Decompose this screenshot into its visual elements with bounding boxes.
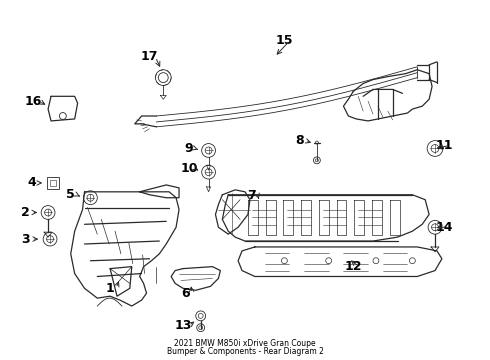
- Bar: [47, 177, 59, 189]
- Text: 13: 13: [174, 319, 192, 332]
- Text: 12: 12: [344, 260, 362, 273]
- Text: 9: 9: [185, 142, 193, 155]
- Text: 2021 BMW M850i xDrive Gran Coupe: 2021 BMW M850i xDrive Gran Coupe: [174, 339, 316, 348]
- Text: 4: 4: [27, 176, 36, 189]
- Text: 14: 14: [435, 221, 453, 234]
- Text: 3: 3: [21, 233, 30, 246]
- Text: 5: 5: [66, 188, 75, 201]
- Text: 1: 1: [106, 282, 115, 295]
- Text: 15: 15: [276, 34, 293, 47]
- Text: 2: 2: [21, 206, 30, 219]
- Text: 16: 16: [24, 95, 42, 108]
- Text: 6: 6: [182, 287, 190, 300]
- Bar: [50, 180, 56, 186]
- Text: 10: 10: [180, 162, 197, 175]
- Text: 7: 7: [247, 189, 256, 202]
- Text: 11: 11: [435, 139, 453, 152]
- Text: Bumper & Components - Rear Diagram 2: Bumper & Components - Rear Diagram 2: [167, 347, 323, 356]
- Text: 8: 8: [295, 134, 303, 147]
- Text: 17: 17: [141, 50, 158, 63]
